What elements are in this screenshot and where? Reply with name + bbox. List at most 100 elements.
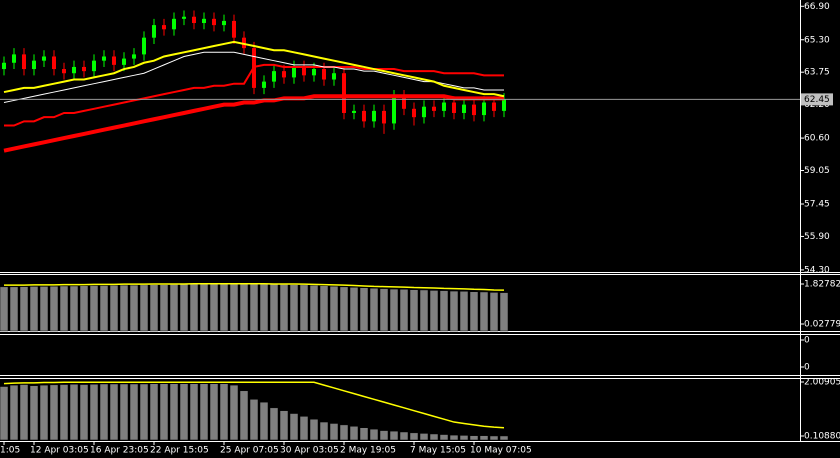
histogram-bar bbox=[229, 283, 239, 332]
last-price-label: 62.45 bbox=[804, 95, 830, 105]
candle-body bbox=[322, 69, 326, 80]
candle-body bbox=[52, 56, 56, 70]
histogram-bar bbox=[439, 434, 449, 441]
histogram-bar bbox=[329, 285, 339, 332]
y-tick-label: 0.02779 bbox=[804, 320, 840, 330]
candle-body bbox=[22, 54, 26, 70]
x-tick-label: 30 Apr 03:05 bbox=[280, 446, 339, 456]
x-tick-label: 12 Apr 03:05 bbox=[30, 446, 89, 456]
histogram-bar bbox=[369, 287, 379, 332]
histogram-bar bbox=[319, 421, 329, 441]
histogram-bar bbox=[149, 284, 159, 332]
candle-body bbox=[392, 96, 396, 124]
candle-body bbox=[92, 60, 96, 72]
histogram-bar bbox=[69, 384, 79, 441]
x-tick-label: 7 May 15:05 bbox=[410, 446, 466, 456]
histogram-bar bbox=[499, 292, 509, 332]
candle-body bbox=[412, 108, 416, 118]
histogram-bar bbox=[239, 283, 249, 332]
y-tick-label: 54.30 bbox=[804, 265, 830, 275]
candle-body bbox=[372, 110, 376, 122]
histogram-bar bbox=[279, 410, 289, 441]
histogram-bar bbox=[279, 284, 289, 332]
histogram-bar bbox=[249, 283, 259, 332]
histogram-bar bbox=[459, 291, 469, 332]
signal-line bbox=[4, 282, 505, 291]
histogram-bar bbox=[359, 427, 369, 441]
y-tick-label: 0 bbox=[804, 363, 810, 373]
histogram-bar bbox=[209, 283, 219, 332]
histogram-bar bbox=[259, 283, 269, 332]
candle-body bbox=[72, 66, 76, 74]
candle-body bbox=[312, 69, 316, 76]
histogram-bar bbox=[19, 384, 29, 441]
histogram-bar bbox=[199, 383, 209, 441]
histogram-bar bbox=[99, 383, 109, 441]
histogram-bar bbox=[109, 383, 119, 441]
y-tick-label: 0.10880 bbox=[804, 431, 840, 441]
histogram-bar bbox=[399, 289, 409, 332]
candle-body bbox=[122, 58, 126, 65]
histogram-bar bbox=[99, 285, 109, 332]
moving-average bbox=[4, 63, 504, 127]
histogram-bar bbox=[129, 284, 139, 332]
histogram-bar bbox=[109, 285, 119, 332]
candle-body bbox=[292, 66, 296, 78]
histogram-bar bbox=[459, 435, 469, 441]
histogram-bar bbox=[159, 383, 169, 441]
histogram-bar bbox=[139, 284, 149, 332]
histogram-bar bbox=[429, 290, 439, 332]
x-tick-label: 2 May 19:05 bbox=[340, 446, 396, 456]
histogram-bar bbox=[439, 290, 449, 332]
candle-body bbox=[42, 56, 46, 61]
histogram-bar bbox=[39, 286, 49, 332]
x-tick-label: 16 Apr 23:05 bbox=[90, 446, 149, 456]
histogram-bar bbox=[259, 401, 269, 441]
histogram-bar bbox=[19, 286, 29, 332]
histogram-bar bbox=[329, 423, 339, 441]
candle-body bbox=[152, 25, 156, 38]
histogram-bar bbox=[119, 383, 129, 441]
histogram-bar bbox=[389, 430, 399, 441]
candle-body bbox=[62, 69, 66, 74]
histogram-bar bbox=[499, 435, 509, 441]
candle-body bbox=[112, 56, 116, 65]
histogram-bar bbox=[219, 383, 229, 441]
histogram-bar bbox=[229, 384, 239, 441]
candle-body bbox=[492, 102, 496, 111]
candle-body bbox=[2, 62, 6, 70]
histogram-bar bbox=[199, 283, 209, 332]
histogram-bar bbox=[9, 286, 19, 332]
histogram-bar bbox=[89, 285, 99, 332]
histogram-bar bbox=[369, 428, 379, 441]
histogram-bar bbox=[39, 384, 49, 441]
histogram-bar bbox=[479, 435, 489, 441]
histogram-bar bbox=[59, 285, 69, 332]
histogram-bar bbox=[309, 418, 319, 441]
moving-average bbox=[3, 51, 504, 104]
histogram-bar bbox=[59, 384, 69, 441]
histogram-bar bbox=[379, 430, 389, 441]
histogram-bar bbox=[429, 433, 439, 441]
histogram-bar bbox=[179, 283, 189, 332]
histogram-bar bbox=[79, 384, 89, 441]
x-tick-label: 10 May 07:05 bbox=[470, 446, 532, 456]
histogram-bar bbox=[479, 291, 489, 332]
candle-body bbox=[162, 25, 166, 30]
histogram-bar bbox=[289, 413, 299, 441]
candle-body bbox=[282, 71, 286, 78]
candle-body bbox=[432, 106, 436, 111]
histogram-bar bbox=[299, 416, 309, 441]
histogram-bar bbox=[189, 283, 199, 332]
last-price-box bbox=[801, 93, 833, 106]
histogram-bar bbox=[139, 383, 149, 441]
histogram-bar bbox=[319, 285, 329, 332]
frame bbox=[0, 0, 840, 442]
candle-body bbox=[212, 18, 216, 26]
histogram-bar bbox=[339, 286, 349, 332]
histogram-bar bbox=[469, 291, 479, 332]
candle-body bbox=[102, 56, 106, 61]
x-tick-label: 1:05 bbox=[0, 446, 20, 456]
histogram-bar bbox=[469, 435, 479, 441]
x-tick-label: 25 Apr 07:05 bbox=[220, 446, 279, 456]
